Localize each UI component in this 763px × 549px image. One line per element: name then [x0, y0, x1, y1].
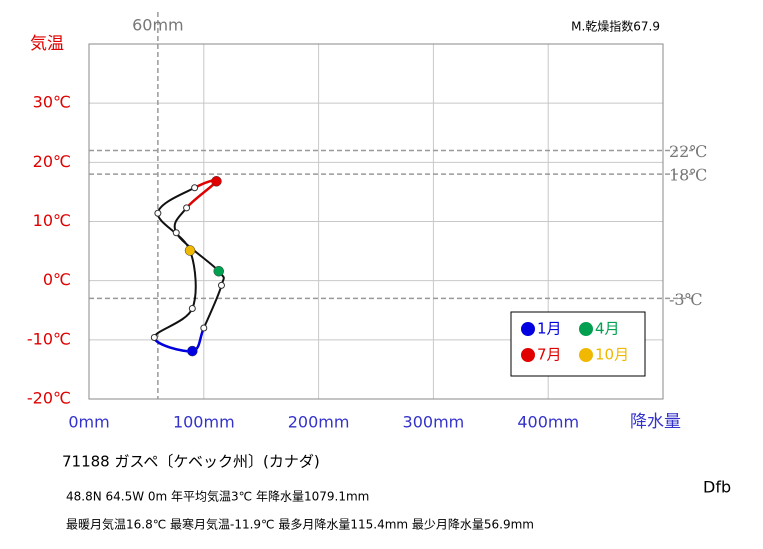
y-tick-label: -20℃: [27, 389, 71, 408]
plot-frame: [88, 43, 664, 400]
legend-box: [510, 311, 646, 377]
station: 71188 ガスペ〔ケベック州〕(カナダ): [62, 453, 320, 471]
reference-label: -3℃: [669, 290, 702, 309]
legend-marker: [579, 322, 593, 336]
month-point: [187, 345, 198, 357]
x-axis-label: 降水量: [630, 412, 681, 432]
reference-label: 60mm: [132, 16, 184, 35]
x-tick-label: 400mm: [517, 413, 579, 432]
legend-label: 10月: [595, 346, 629, 364]
legend-label: 4月: [595, 320, 620, 338]
legend-marker: [521, 322, 535, 336]
aridity-index: M.乾燥指数67.9: [571, 19, 660, 34]
climate-class: Dfb: [703, 478, 731, 497]
legend-label: 1月: [537, 320, 562, 338]
y-tick-label: 20℃: [33, 152, 71, 171]
x-tick-label: 0mm: [68, 413, 109, 432]
x-tick-label: 200mm: [288, 413, 350, 432]
month-point: [213, 265, 224, 277]
month-point: [154, 209, 162, 217]
month-point: [217, 281, 225, 289]
month-point: [211, 176, 222, 187]
month-point: [191, 184, 199, 192]
info-line: 最暖月気温16.8℃ 最寒月気温-11.9℃ 最多月降水量115.4mm 最少月…: [66, 517, 534, 532]
y-tick-label: 30℃: [33, 93, 71, 112]
y-tick-label: 10℃: [33, 211, 71, 230]
month-point: [184, 245, 196, 256]
month-point: [183, 204, 191, 212]
y-tick-label: 0℃: [43, 270, 71, 289]
reference-label: 22℃: [669, 142, 707, 161]
y-axis-label: 気温: [30, 34, 64, 54]
legend-marker: [521, 348, 535, 362]
legend-label: 7月: [537, 346, 562, 364]
reference-label: 18℃: [669, 166, 707, 185]
x-tick-label: 100mm: [173, 413, 235, 432]
x-tick-label: 300mm: [403, 413, 465, 432]
month-point: [172, 229, 180, 237]
month-point: [150, 333, 158, 341]
info-line: 48.8N 64.5W 0m 年平均気温3℃ 年降水量1079.1mm: [66, 489, 369, 504]
month-point: [200, 324, 208, 332]
month-point: [188, 304, 196, 312]
legend-marker: [579, 348, 593, 362]
y-tick-label: -10℃: [27, 329, 71, 348]
